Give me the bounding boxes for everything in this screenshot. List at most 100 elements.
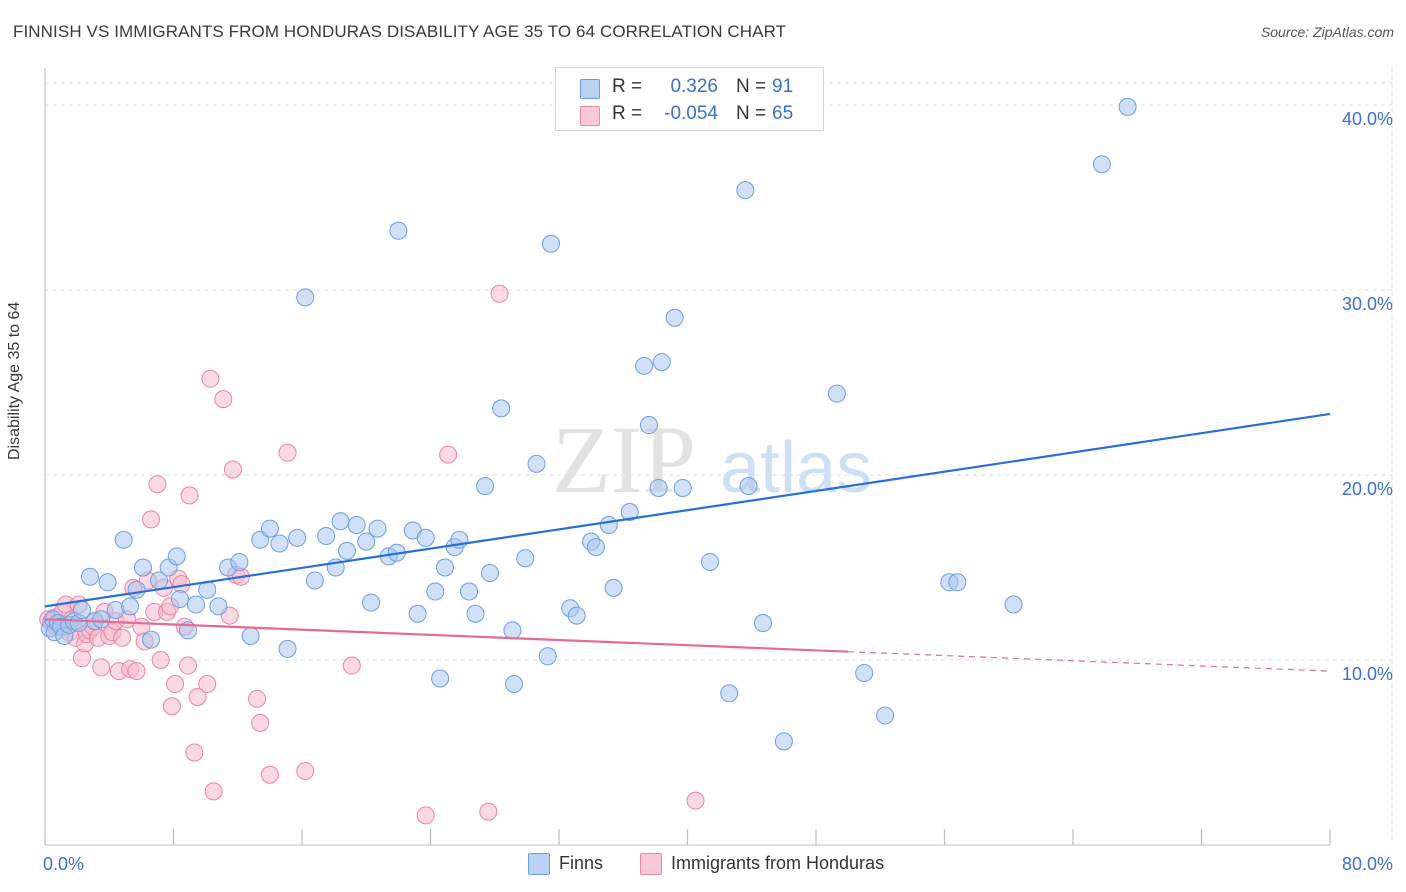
finns-point — [948, 573, 967, 592]
y-tick-label: 40.0% — [1342, 109, 1393, 129]
finns-trend-line — [44, 412, 1331, 608]
legend-r-value: 0.326 — [670, 76, 718, 97]
finns-point — [435, 558, 454, 577]
honduras-point — [260, 765, 279, 784]
finns-point — [296, 288, 315, 307]
finns-point — [278, 639, 297, 658]
trend-lines — [44, 412, 1331, 672]
finns-point — [121, 597, 140, 616]
finns-point — [98, 573, 117, 592]
finns-point — [538, 647, 557, 666]
finns-point — [599, 515, 618, 534]
honduras-point — [296, 762, 315, 780]
data-points — [39, 97, 1137, 825]
honduras-legend-label: Immigrants from Honduras — [671, 853, 885, 873]
honduras-point — [223, 460, 242, 479]
honduras-point — [686, 791, 705, 810]
finns-point — [92, 610, 111, 629]
finns-point — [362, 593, 381, 612]
honduras-point — [127, 662, 146, 681]
finns-point — [368, 519, 387, 538]
finns-point — [331, 512, 350, 531]
finns-point — [700, 552, 719, 571]
honduras-point — [113, 628, 132, 647]
finns-point — [80, 567, 99, 586]
honduras-point — [185, 743, 204, 762]
finns-point — [649, 478, 668, 497]
finns-point — [260, 519, 279, 538]
finns-point — [503, 621, 522, 640]
finns-legend-icon — [528, 853, 550, 875]
finns-point — [209, 597, 228, 616]
y-tick-label: 10.0% — [1342, 664, 1393, 684]
finns-point — [389, 221, 408, 240]
honduras-point — [180, 486, 199, 505]
finns-point — [736, 181, 755, 200]
honduras-point — [166, 675, 185, 694]
honduras-point — [479, 802, 498, 821]
honduras-point — [178, 656, 197, 675]
honduras-point — [151, 651, 170, 669]
finns-point — [516, 549, 535, 568]
finns-point — [1118, 97, 1137, 116]
finns-point — [720, 684, 739, 703]
finns-point — [270, 534, 289, 553]
legend-row-honduras: R = -0.054 N = 65 — [556, 101, 823, 129]
finns-point — [127, 580, 146, 599]
correlation-legend: R = 0.326 N = 91 R = -0.054 N = 65 — [555, 67, 824, 131]
finns-point — [639, 416, 658, 435]
finns-point — [431, 669, 450, 688]
honduras-point — [416, 806, 435, 825]
legend-r-value: -0.054 — [664, 103, 718, 124]
legend-n-value: 91 — [772, 76, 794, 97]
honduras-point — [439, 445, 458, 464]
honduras-point — [214, 390, 233, 409]
finns-point — [305, 571, 324, 590]
legend-n-label: N = — [736, 103, 767, 124]
x-tick-label: 0.0% — [43, 854, 84, 874]
finns-point — [347, 515, 366, 534]
tick-labels: 10.0% 20.0% 30.0% 40.0% 0.0% 80.0% — [43, 109, 1393, 874]
grid-lines — [45, 68, 1393, 845]
x-tick-label: 80.0% — [1342, 854, 1393, 874]
y-tick-label: 30.0% — [1342, 294, 1393, 314]
legend-n-value: 65 — [772, 103, 794, 124]
finns-point — [426, 582, 445, 601]
finns-point — [855, 663, 874, 682]
honduras-point — [198, 675, 217, 694]
y-tick-label: 20.0% — [1342, 479, 1393, 499]
honduras-point — [342, 656, 361, 675]
legend-row-finns: R = 0.326 N = 91 — [556, 74, 823, 102]
finns-legend-label: Finns — [559, 853, 604, 873]
honduras-point — [248, 689, 267, 708]
finns-point — [673, 478, 692, 497]
honduras-point — [251, 713, 270, 732]
watermark-zip: ZIP — [552, 406, 696, 513]
finns-point — [876, 706, 895, 725]
finns-point — [142, 630, 161, 649]
honduras-legend-icon — [640, 853, 662, 875]
finns-point — [586, 538, 605, 557]
finns-point — [186, 595, 205, 614]
honduras-point — [188, 688, 207, 706]
chart-title: FINNISH VS IMMIGRANTS FROM HONDURAS DISA… — [13, 22, 787, 41]
honduras-swatch-icon — [580, 106, 600, 126]
chart-source: Source: ZipAtlas.com — [1260, 24, 1394, 40]
legend-r-label: R = — [612, 76, 643, 97]
honduras-point — [92, 658, 111, 677]
axes — [44, 68, 1331, 846]
finns-point — [466, 604, 485, 623]
honduras-point — [204, 782, 223, 801]
y-axis-label: Disability Age 35 to 64 — [6, 301, 23, 460]
finns-point — [288, 528, 307, 547]
finns-point — [505, 675, 524, 694]
finns-point — [635, 356, 654, 375]
finns-point — [665, 308, 684, 327]
watermark-atlas: atlas — [720, 428, 872, 508]
finns-point — [408, 604, 427, 623]
honduras-trend-line — [44, 618, 849, 653]
watermark: ZIP atlas — [552, 406, 872, 513]
finns-point — [480, 564, 499, 583]
finns-point — [460, 582, 479, 601]
finns-point — [827, 384, 846, 403]
